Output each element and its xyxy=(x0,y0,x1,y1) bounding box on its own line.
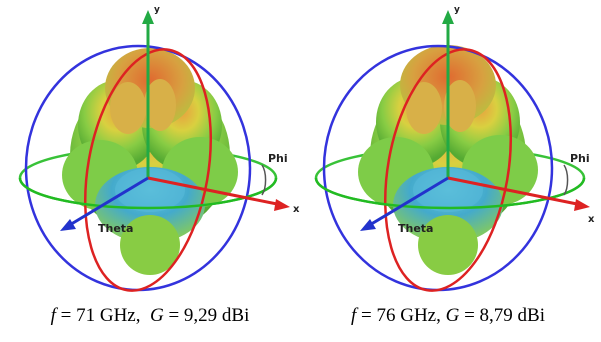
radiation-pattern-3d-plot-2: y x Phi Theta xyxy=(314,5,595,292)
gain-value: = 8,79 dBi xyxy=(464,305,546,326)
x-axis-arrowhead xyxy=(274,199,290,211)
g-symbol: G xyxy=(149,305,164,326)
theta-axis-arrowhead xyxy=(60,219,76,231)
y-axis-arrowhead xyxy=(442,10,454,24)
radiation-pattern-3d-plot-1: y x Phi Theta xyxy=(18,5,300,292)
y-axis-label: y xyxy=(154,5,160,15)
caption-panel-2: f = 76 GHz, G = 8,79 dBi xyxy=(298,305,598,327)
phi-label: Phi xyxy=(570,152,590,165)
x-axis-label: x xyxy=(293,204,300,215)
x-axis xyxy=(147,176,283,207)
y-axis-arrowhead xyxy=(142,10,154,24)
red-theta-ring xyxy=(83,48,213,292)
frequency-value: = 76 GHz, xyxy=(361,305,441,326)
phi-label: Phi xyxy=(268,152,288,165)
theta-label: Theta xyxy=(398,222,433,235)
theta-axis-arrowhead xyxy=(360,219,376,231)
x-axis xyxy=(447,176,583,207)
gain-value: = 9,29 dBi xyxy=(168,305,250,326)
radiation-pattern-panel-2: y x Phi Theta f = 76 GHz, G = 8,79 dBi xyxy=(298,0,598,342)
caption-panel-1: f = 71 GHz, G = 9,29 dBi xyxy=(0,305,300,327)
green-phi-ring-front xyxy=(18,177,278,210)
x-axis-label: x xyxy=(588,214,595,225)
theta-axis xyxy=(67,176,149,228)
phi-arc-arrow xyxy=(563,164,569,196)
theta-axis xyxy=(367,176,449,228)
f-symbol: f xyxy=(350,305,357,326)
theta-label: Theta xyxy=(98,222,133,235)
radiation-pattern-lobes xyxy=(358,45,538,275)
phi-arc-arrow xyxy=(261,164,267,196)
green-phi-ring-front xyxy=(314,177,586,210)
f-symbol: f xyxy=(50,305,56,326)
y-axis-label: y xyxy=(454,5,460,15)
frequency-value: = 71 GHz, xyxy=(60,305,141,326)
radiation-pattern-lobes xyxy=(62,48,238,275)
red-theta-ring xyxy=(383,48,513,292)
g-symbol: G xyxy=(445,305,460,326)
x-axis-arrowhead xyxy=(574,199,590,211)
radiation-pattern-panel-1: y x Phi Theta f = 71 GHz, G = 9,29 dBi xyxy=(0,0,300,342)
